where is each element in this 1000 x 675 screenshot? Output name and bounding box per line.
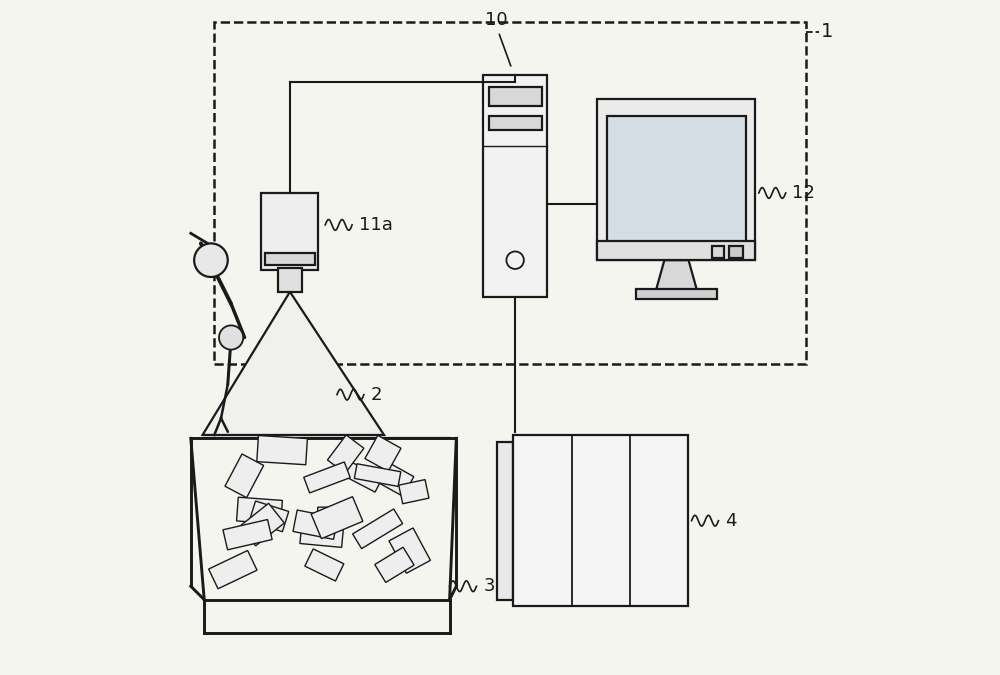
Bar [344, 462, 382, 492]
Bar [497, 441, 513, 599]
Bar [225, 454, 264, 497]
Bar [513, 435, 688, 606]
Bar [327, 435, 364, 473]
Bar [375, 547, 414, 583]
Text: 12: 12 [792, 184, 815, 202]
Bar [399, 480, 429, 504]
Bar [261, 193, 318, 270]
Text: 3: 3 [483, 577, 495, 595]
Bar [729, 246, 743, 258]
Bar [265, 253, 315, 265]
Bar [237, 497, 282, 524]
Bar [305, 549, 344, 581]
Bar [278, 267, 302, 292]
Bar [257, 435, 307, 464]
Circle shape [219, 325, 243, 350]
Bar [223, 520, 272, 550]
Bar [489, 87, 542, 105]
Bar [597, 242, 755, 260]
Bar [374, 460, 414, 496]
Bar [365, 435, 401, 471]
Bar [353, 509, 403, 549]
Text: 4: 4 [725, 512, 737, 530]
Bar [354, 464, 401, 487]
Bar [607, 115, 746, 249]
Polygon shape [656, 260, 697, 289]
Bar [300, 524, 343, 547]
Bar [483, 76, 547, 297]
Bar [489, 115, 542, 130]
Text: 2: 2 [371, 385, 382, 404]
Bar [240, 504, 284, 546]
Text: 11a: 11a [359, 216, 393, 234]
Bar [712, 246, 724, 258]
Polygon shape [636, 289, 717, 299]
Bar [249, 501, 289, 532]
Bar [318, 507, 345, 526]
Bar [209, 551, 257, 589]
Bar [293, 510, 338, 539]
Bar [311, 497, 363, 539]
Text: 10: 10 [485, 11, 507, 29]
Bar [304, 462, 350, 493]
Text: 1: 1 [821, 22, 834, 41]
Bar [389, 528, 430, 573]
Bar [597, 99, 755, 260]
Bar [214, 22, 806, 364]
Polygon shape [203, 292, 384, 435]
Circle shape [194, 244, 228, 277]
